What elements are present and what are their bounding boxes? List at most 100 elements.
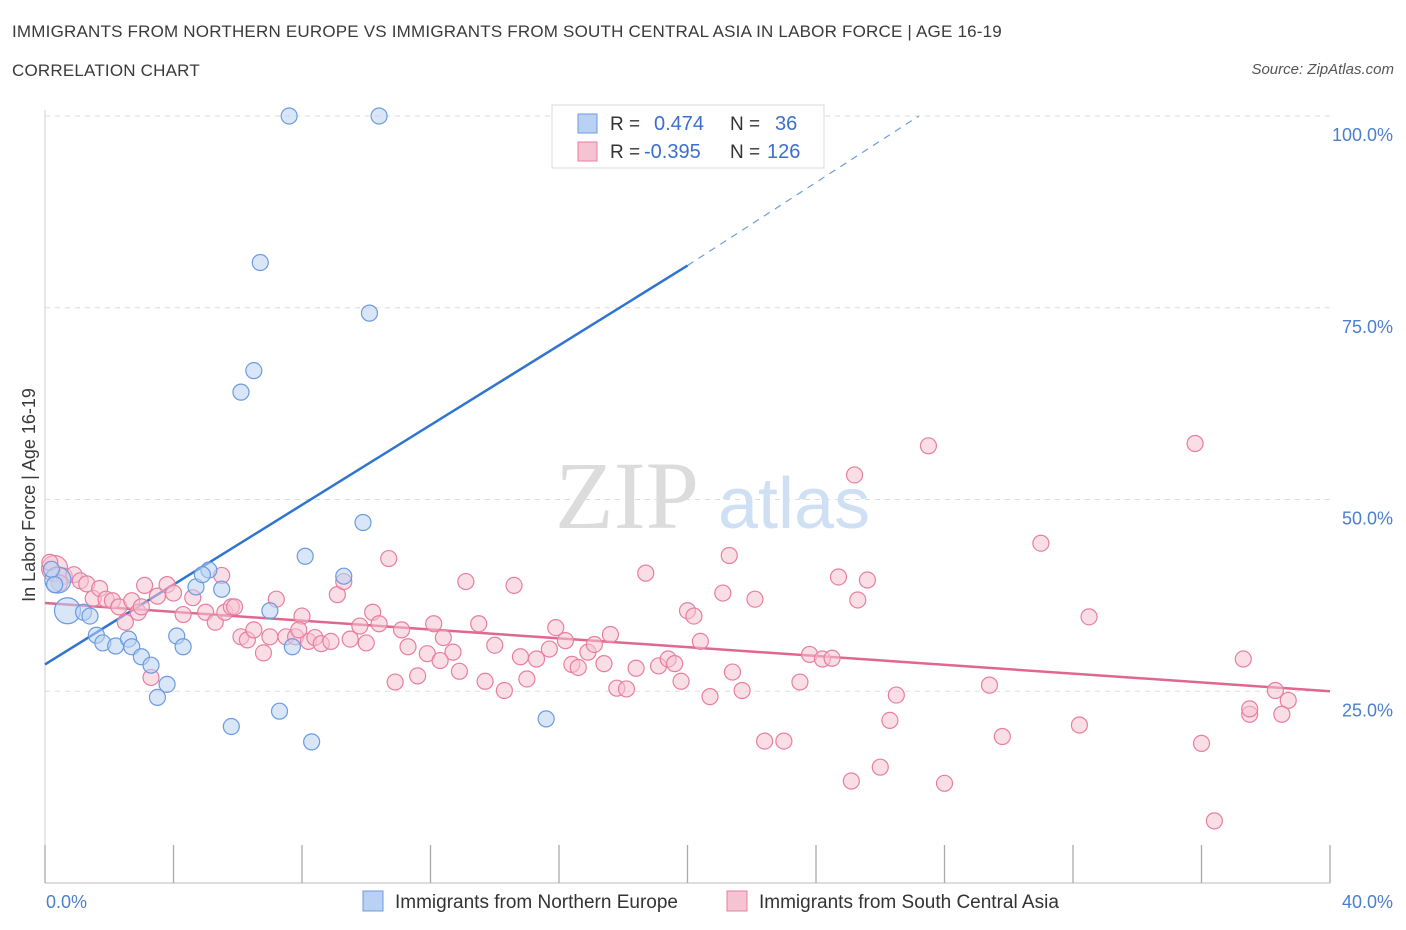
source-credit: Source: ZipAtlas.com [1251,61,1394,78]
legend-blue-n-value: 36 [775,113,797,135]
south-central-asia-point [505,576,523,595]
northern-europe-point [174,638,192,656]
northern-europe-point [261,602,279,620]
south-central-asia-point [980,676,999,694]
south-central-asia-point [261,628,279,646]
south-central-asia-point [135,576,154,595]
south-central-asia-point [547,618,565,637]
series-legend: Immigrants from Northern Europe Immigran… [362,890,1059,913]
south-central-asia-point [887,686,905,704]
south-central-asia-point [174,605,192,624]
south-central-asia-point [919,437,938,455]
south-central-asia-point [225,598,244,616]
south-central-asia-point [425,615,443,633]
south-central-asia-point [495,681,513,700]
south-central-asia-point [341,630,359,648]
south-central-asia-point [823,649,841,667]
south-central-asia-point [245,621,263,639]
south-central-asia-point [685,607,703,625]
x-tick-label: 0.0% [46,892,87,912]
south-central-asia-point [601,625,620,644]
south-central-asia-point [775,732,793,750]
northern-europe-point [142,656,160,674]
watermark-zip: ZIP [555,442,699,549]
y-tick-label: 25.0% [1342,700,1393,720]
northern-europe-point [251,253,269,272]
northern-europe-point [245,362,263,380]
south-central-asia-point [434,628,452,647]
south-central-asia-point [829,568,848,586]
legend-blue-n-label: N = [730,114,760,135]
south-central-asia-point [1241,700,1259,718]
south-central-asia-point [691,632,709,650]
south-central-asia-point [457,572,475,591]
northern-europe-point [232,383,250,401]
y-tick-label: 75.0% [1342,317,1393,337]
northern-europe-point [360,304,379,322]
south-central-asia-point [871,758,889,776]
south-central-asia-point [351,617,369,635]
legend-pink-n-value: 126 [767,141,800,163]
south-central-asia-point [470,615,488,633]
northern-europe-point [296,547,314,565]
south-central-asia-point [935,774,954,792]
south-central-asia-point [993,727,1011,746]
south-central-asia-point [723,663,742,681]
south-central-asia-point [370,615,388,633]
south-central-asia-point [444,643,462,661]
south-central-asia-trend-line [44,601,1331,693]
y-tick-label: 50.0% [1342,509,1393,529]
south-central-asia-point [585,635,603,654]
south-central-asia-point [556,632,575,650]
south-central-asia-point [627,659,645,677]
south-central-asia-point [322,632,340,650]
south-central-asia-point [164,584,183,602]
south-central-asia-point [637,564,655,582]
northern-europe-point [148,688,167,706]
watermark-atlas: atlas [718,464,870,544]
south-central-asia-point [148,587,167,605]
south-central-asia-point [1279,691,1297,710]
south-central-asia-point [399,638,417,656]
south-central-asia-point [357,634,375,652]
south-central-asia-point [116,613,134,631]
south-central-asia-point [290,621,308,639]
northern-europe-point [303,733,321,751]
south-central-asia-point [392,621,411,639]
south-central-asia-point [569,658,587,677]
northern-europe-point [222,717,240,736]
south-central-asia-point [1234,650,1252,668]
northern-europe-point [354,513,372,532]
bottom-legend-swatch-blue [362,890,384,912]
y-tick-label: 100.0% [1332,125,1393,145]
south-central-asia-point [881,711,899,729]
bottom-legend-label-blue: Immigrants from Northern Europe [395,892,678,913]
watermark: ZIP atlas [555,442,870,549]
northern-europe-point [213,580,231,598]
south-central-asia-point [791,673,809,691]
chart-title: IMMIGRANTS FROM NORTHERN EUROPE VS IMMIG… [12,22,1002,41]
northern-europe-point [283,638,301,656]
legend-blue-r-label: R = [610,114,640,135]
x-tick-label: 40.0% [1342,892,1393,912]
south-central-asia-point [511,648,530,666]
south-central-asia-point [666,655,684,673]
northern-europe-trend-extension [687,115,920,267]
south-central-asia-point [450,662,469,680]
northern-europe-point [81,607,99,625]
south-central-asia-point [842,772,860,790]
south-central-asia-point [845,466,864,484]
south-central-asia-point [1273,705,1291,723]
legend-swatch-pink [577,141,598,162]
bottom-legend-swatch-pink [726,890,748,912]
south-central-asia-point [755,732,774,750]
northern-europe-point [158,675,176,693]
south-central-asia-point [386,673,404,691]
south-central-asia-point [617,680,636,698]
south-central-asia-point [254,644,273,662]
south-central-asia-point [409,667,427,685]
northern-europe-point [335,567,353,585]
south-central-asia-point [431,651,449,670]
south-central-asia-point [720,546,738,565]
